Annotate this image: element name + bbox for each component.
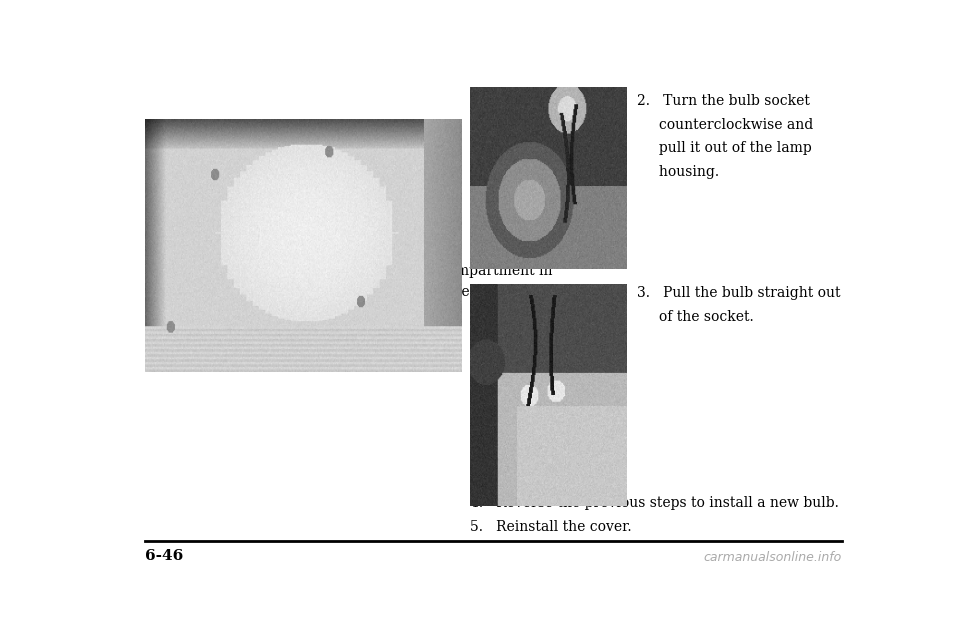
Text: pull it out of the lamp: pull it out of the lamp bbox=[637, 141, 812, 156]
Text: the rear cargo area of the vehicle. Remove the: the rear cargo area of the vehicle. Remo… bbox=[145, 285, 496, 299]
Text: storage compartment cover.: storage compartment cover. bbox=[145, 305, 366, 319]
Text: 5.   Reinstall the cover.: 5. Reinstall the cover. bbox=[469, 520, 632, 534]
Text: 1.   Access the bulbs through the storage compartment in: 1. Access the bulbs through the storage … bbox=[145, 264, 552, 278]
Text: counterclockwise and: counterclockwise and bbox=[637, 118, 813, 132]
Text: 2.   Turn the bulb socket: 2. Turn the bulb socket bbox=[637, 94, 810, 108]
Text: housing.: housing. bbox=[637, 165, 719, 179]
Text: 6-46: 6-46 bbox=[145, 549, 182, 563]
Text: carmanualsonline.info: carmanualsonline.info bbox=[704, 550, 842, 564]
Text: 3.   Pull the bulb straight out: 3. Pull the bulb straight out bbox=[637, 286, 841, 300]
Text: 4.   Reverse the previous steps to install a new bulb.: 4. Reverse the previous steps to install… bbox=[469, 495, 838, 509]
Text: of the socket.: of the socket. bbox=[637, 310, 754, 324]
